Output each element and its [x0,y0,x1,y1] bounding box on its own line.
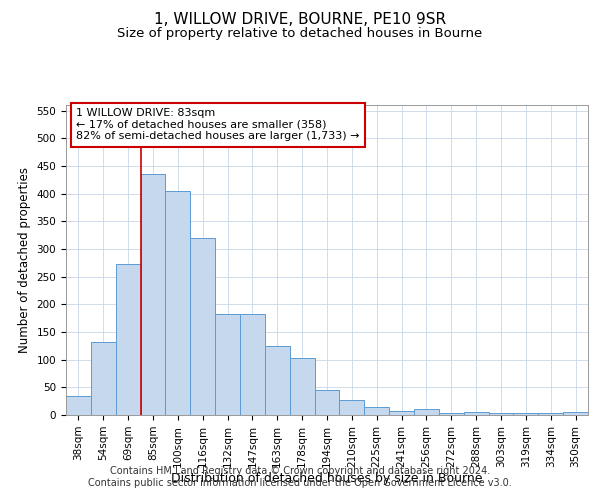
Text: Size of property relative to detached houses in Bourne: Size of property relative to detached ho… [118,28,482,40]
Bar [439,413,464,415]
Bar [215,314,240,415]
Bar [514,413,538,415]
Bar [91,342,116,415]
Bar [314,390,340,415]
Y-axis label: Number of detached properties: Number of detached properties [18,167,31,353]
Bar [364,406,389,415]
Bar [389,411,414,415]
Bar [290,358,314,415]
Text: 1 WILLOW DRIVE: 83sqm
← 17% of detached houses are smaller (358)
82% of semi-det: 1 WILLOW DRIVE: 83sqm ← 17% of detached … [76,108,360,142]
Bar [240,314,265,415]
Bar [190,238,215,415]
Bar [488,413,514,415]
Bar [563,412,588,415]
X-axis label: Distribution of detached houses by size in Bourne: Distribution of detached houses by size … [171,472,483,486]
Bar [116,264,140,415]
Bar [140,174,166,415]
Text: 1, WILLOW DRIVE, BOURNE, PE10 9SR: 1, WILLOW DRIVE, BOURNE, PE10 9SR [154,12,446,28]
Bar [464,412,488,415]
Text: Contains HM Land Registry data © Crown copyright and database right 2024.
Contai: Contains HM Land Registry data © Crown c… [88,466,512,487]
Bar [265,346,290,415]
Bar [340,400,364,415]
Bar [538,413,563,415]
Bar [414,410,439,415]
Bar [66,396,91,415]
Bar [166,191,190,415]
